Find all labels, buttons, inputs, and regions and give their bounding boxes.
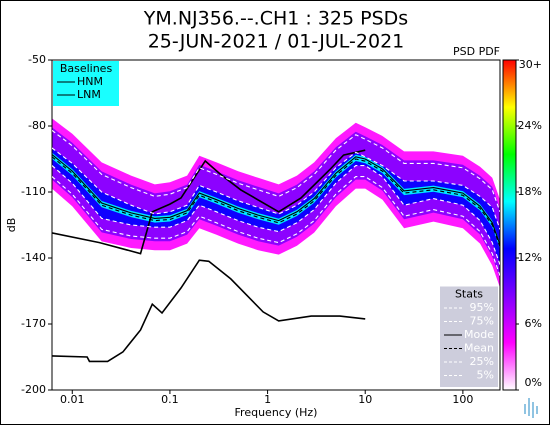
x-tick-label: 0.1 bbox=[161, 393, 179, 406]
legend-title: Stats bbox=[455, 288, 483, 301]
x-tick-label: 100 bbox=[452, 393, 473, 406]
legend-label: Mode bbox=[464, 328, 494, 341]
colorbar-tick-label: 12% bbox=[518, 251, 542, 264]
colorbar bbox=[502, 59, 517, 391]
legend-label: 95% bbox=[470, 301, 494, 314]
chart-subtitle: 25-JUN-2021 / 01-JUL-2021 bbox=[148, 31, 405, 53]
series-line bbox=[52, 176, 500, 276]
y-axis-label: dB bbox=[5, 218, 18, 233]
y-tick-label: -140 bbox=[21, 251, 46, 264]
colorbar-tick-label: 0% bbox=[525, 376, 542, 389]
legend-box bbox=[53, 61, 119, 106]
series-line bbox=[52, 156, 500, 248]
y-tick-label: -80 bbox=[28, 119, 46, 132]
colorbar-tick-label: 18% bbox=[518, 185, 542, 198]
y-tick-label: -110 bbox=[21, 185, 46, 198]
x-tick-label: 10 bbox=[358, 393, 372, 406]
logo bbox=[524, 398, 538, 418]
series-line bbox=[52, 259, 366, 363]
legend-label: LNM bbox=[77, 88, 101, 101]
chart-title: YM.NJ356.--.CH1 : 325 PSDs bbox=[143, 8, 408, 30]
legend-label: 5% bbox=[477, 369, 494, 382]
pdf-band bbox=[52, 127, 500, 279]
series-line bbox=[52, 147, 500, 230]
plot-area bbox=[51, 59, 501, 391]
legend-title: Baselines bbox=[60, 62, 113, 75]
legend-label: 25% bbox=[470, 355, 494, 368]
y-tick-label: -200 bbox=[21, 383, 46, 396]
series-line bbox=[52, 154, 500, 245]
legend-box bbox=[440, 286, 498, 387]
x-tick-label: 0.01 bbox=[60, 393, 85, 406]
series-line bbox=[52, 149, 366, 255]
legend-label: Mean bbox=[464, 342, 494, 355]
series-line bbox=[52, 165, 500, 265]
y-tick-label: -50 bbox=[28, 53, 46, 66]
colorbar-label: PSD PDF bbox=[453, 45, 500, 58]
series-line bbox=[52, 129, 500, 212]
legend-label: HNM bbox=[77, 75, 103, 88]
legend-label: 75% bbox=[470, 315, 494, 328]
x-axis-label: Frequency (Hz) bbox=[235, 406, 318, 419]
series-lines bbox=[52, 129, 500, 363]
y-tick-label: -170 bbox=[21, 317, 46, 330]
x-tick-label: 1 bbox=[264, 393, 271, 406]
colorbar-tick-label: 30+ bbox=[519, 58, 542, 71]
colorbar-tick-label: 24% bbox=[518, 119, 542, 132]
colorbar-tick-label: 6% bbox=[525, 317, 542, 330]
